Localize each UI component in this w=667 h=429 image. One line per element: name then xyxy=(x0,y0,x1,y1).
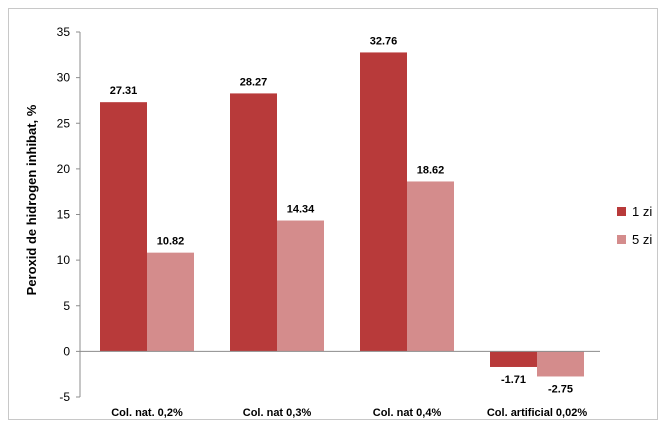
y-tick-label: 10 xyxy=(57,253,71,267)
legend-label: 5 zi xyxy=(632,232,652,247)
bar-series1-3 xyxy=(490,351,537,367)
legend-swatch xyxy=(617,207,626,216)
bar-series2-3 xyxy=(537,351,584,377)
data-labels: 27.31 10.82 28.27 14.34 32.76 18.62 -1.71 -2.75 xyxy=(110,35,573,395)
data-label: 32.76 xyxy=(370,35,398,47)
y-tick-label: -5 xyxy=(59,390,70,404)
chart-frame xyxy=(8,8,658,420)
bar-series2-2 xyxy=(407,181,454,352)
category-labels: Col. nat. 0,2% Col. nat 0,3% Col. nat 0,4%… xyxy=(111,407,587,419)
legend-label: 1 zi xyxy=(632,204,652,219)
y-tick-label: 0 xyxy=(63,344,70,358)
category-label: Col. artificial 0,02% xyxy=(487,407,587,419)
category-label: Col. nat 0,4% xyxy=(373,407,442,419)
category-label: Col. nat 0,3% xyxy=(243,407,312,419)
y-tick-label: 35 xyxy=(57,25,71,39)
data-label: 14.34 xyxy=(287,204,315,216)
y-tick-label: 20 xyxy=(57,162,71,176)
legend-swatch xyxy=(617,235,626,244)
bars xyxy=(100,52,584,377)
y-axis-title: Peroxid de hidrogen inhibat, % xyxy=(24,104,39,295)
data-label: 18.62 xyxy=(417,164,445,176)
y-axis: -5 0 5 10 15 20 25 30 35 xyxy=(57,25,81,404)
category-label: Col. nat. 0,2% xyxy=(111,407,183,419)
data-label: 27.31 xyxy=(110,85,138,97)
bar-series2-1 xyxy=(277,220,324,352)
y-tick-label: 15 xyxy=(57,208,71,222)
y-tick-label: 25 xyxy=(57,116,71,130)
data-label: -2.75 xyxy=(548,383,573,395)
data-label: -1.71 xyxy=(501,374,526,386)
data-label: 10.82 xyxy=(157,236,185,248)
legend: 1 zi 5 zi xyxy=(617,204,652,247)
data-label: 28.27 xyxy=(240,76,268,88)
bar-series1-1 xyxy=(230,93,277,352)
y-tick-label: 5 xyxy=(63,299,70,313)
bar-series1-2 xyxy=(360,52,407,352)
y-tick-label: 30 xyxy=(57,71,71,85)
bar-series1-0 xyxy=(100,102,147,352)
bar-series2-0 xyxy=(147,252,194,352)
